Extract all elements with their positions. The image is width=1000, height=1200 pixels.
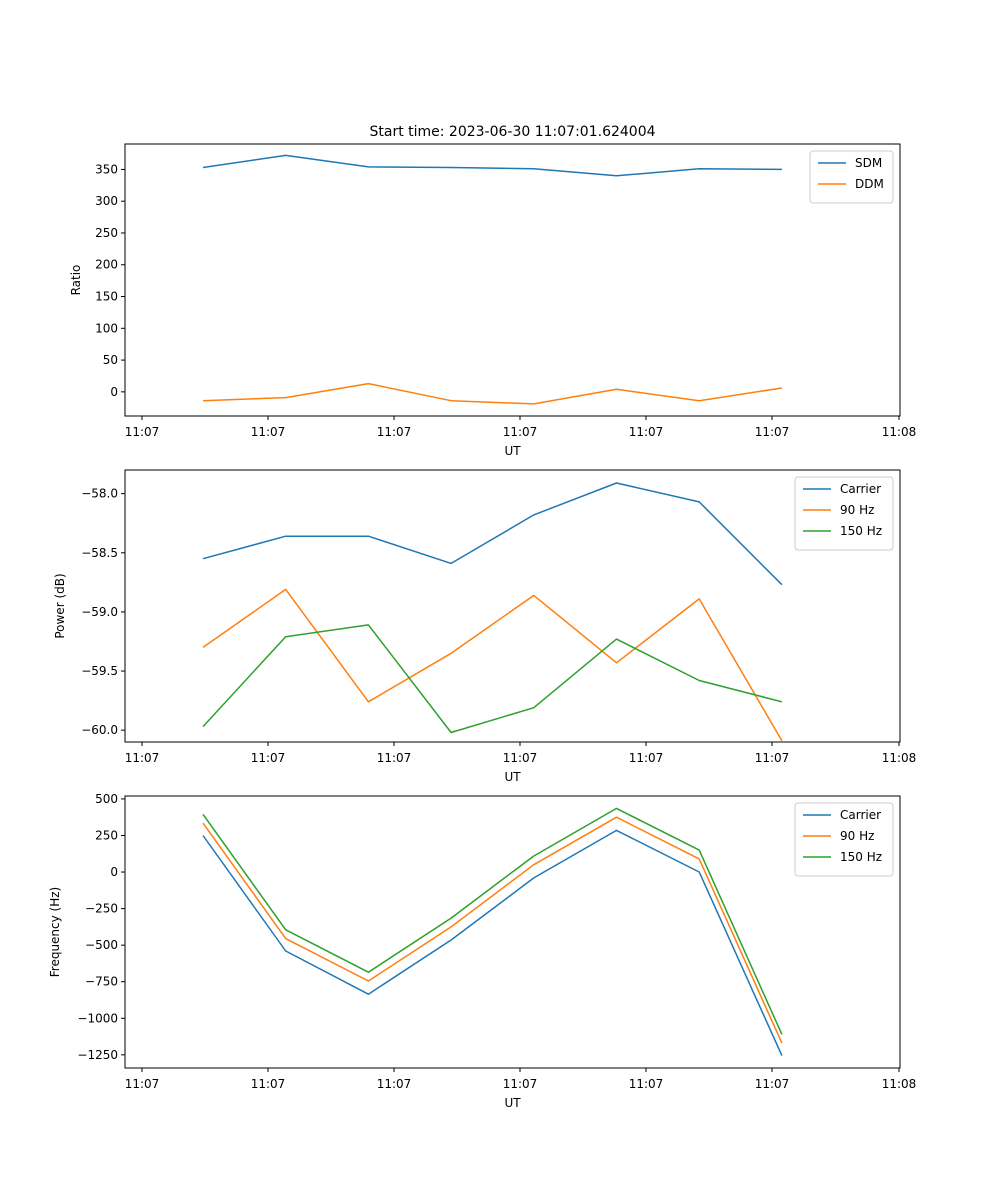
chart-panel-3: −1250 −1000 −750 −500 −250 0 250 500 11:07 11:07 1… [48, 792, 916, 1110]
legend-label: 90 Hz [840, 829, 874, 843]
y-tick-label: 0 [110, 385, 118, 399]
legend: Carrier 90 Hz 150 Hz [794, 802, 894, 877]
y-tick-label: 150 [95, 290, 118, 304]
series-line-sdm [202, 154, 782, 177]
y-tick-label: −500 [85, 938, 118, 952]
x-tick-label: 11:07 [755, 425, 790, 439]
x-tick-label: 11:07 [629, 751, 664, 765]
chart-panel-1: 0 50 100 150 200 250 300 350 11:07 11:07 11:07 11:0… [69, 143, 917, 458]
plot-frame [124, 469, 901, 743]
x-tick-label: 11:07 [377, 425, 412, 439]
x-axis-label: UT [504, 770, 521, 784]
legend: SDM DDM [809, 150, 894, 204]
y-tick-label: −58.0 [81, 487, 118, 501]
legend-label: 90 Hz [840, 503, 874, 517]
legend-label: 150 Hz [840, 850, 882, 864]
legend-label: DDM [855, 177, 884, 191]
x-tick-label: 11:08 [882, 1077, 917, 1091]
x-tick-label: 11:07 [629, 425, 664, 439]
y-tick-label: 300 [95, 194, 118, 208]
y-tick-label: 250 [95, 828, 118, 842]
series-line-ddm [202, 382, 783, 405]
panels: 0 50 100 150 200 250 300 350 11:07 11:07 11:07 11:0… [48, 143, 917, 1110]
y-axis-label: Frequency (Hz) [48, 887, 62, 978]
series-line-90-hz [202, 588, 783, 742]
y-tick-label: −59.5 [81, 664, 118, 678]
y-tick-label: −1250 [77, 1048, 118, 1062]
y-tick-label: 350 [95, 162, 118, 176]
series-line-carrier [202, 482, 783, 586]
legend-box [809, 150, 894, 204]
figure-title: Start time: 2023-06-30 11:07:01.624004 [369, 124, 655, 140]
y-tick-label: 250 [95, 226, 118, 240]
series-line-90-hz [202, 816, 783, 1044]
y-tick-label: −250 [85, 902, 118, 916]
x-tick-label: 11:08 [882, 751, 917, 765]
x-tick-label: 11:07 [377, 1077, 412, 1091]
y-tick-label: −1000 [77, 1011, 118, 1025]
y-tick-label: −59.0 [81, 605, 118, 619]
y-tick-label: −60.0 [81, 723, 118, 737]
legend-label: SDM [855, 156, 882, 170]
y-tick-label: −750 [85, 975, 118, 989]
y-tick-label: 100 [95, 321, 118, 335]
y-axis-label: Ratio [69, 265, 83, 296]
x-tick-label: 11:07 [503, 751, 538, 765]
x-axis-label: UT [504, 444, 521, 458]
plot-frame [124, 795, 901, 1069]
x-tick-label: 11:07 [251, 751, 286, 765]
plot-frame [124, 143, 901, 417]
legend: Carrier 90 Hz 150 Hz [794, 476, 894, 551]
x-tick-label: 11:07 [125, 1077, 160, 1091]
legend-label: Carrier [840, 808, 881, 822]
y-tick-label: −58.5 [81, 546, 118, 560]
x-tick-label: 11:07 [755, 1077, 790, 1091]
x-tick-label: 11:08 [882, 425, 917, 439]
x-tick-label: 11:07 [125, 425, 160, 439]
y-tick-label: 200 [95, 258, 118, 272]
x-tick-label: 11:07 [377, 751, 412, 765]
y-axis-label: Power (dB) [53, 573, 67, 638]
x-axis-label: UT [504, 1096, 521, 1110]
y-tick-label: 0 [110, 865, 118, 879]
x-tick-label: 11:07 [251, 425, 286, 439]
series-line-150-hz [202, 807, 783, 1035]
series-line-150-hz [202, 624, 783, 734]
x-tick-label: 11:07 [629, 1077, 664, 1091]
legend-label: Carrier [840, 482, 881, 496]
y-tick-label: 500 [95, 792, 118, 806]
series-line-carrier [202, 829, 783, 1056]
x-tick-label: 11:07 [503, 1077, 538, 1091]
x-tick-label: 11:07 [503, 425, 538, 439]
x-tick-label: 11:07 [251, 1077, 286, 1091]
x-tick-label: 11:07 [125, 751, 160, 765]
legend-label: 150 Hz [840, 524, 882, 538]
chart-panel-2: −60.0 −59.5 −59.0 −58.5 −58.0 11:07 11:07 11:07… [53, 469, 917, 784]
x-tick-label: 11:07 [755, 751, 790, 765]
y-tick-label: 50 [103, 353, 118, 367]
